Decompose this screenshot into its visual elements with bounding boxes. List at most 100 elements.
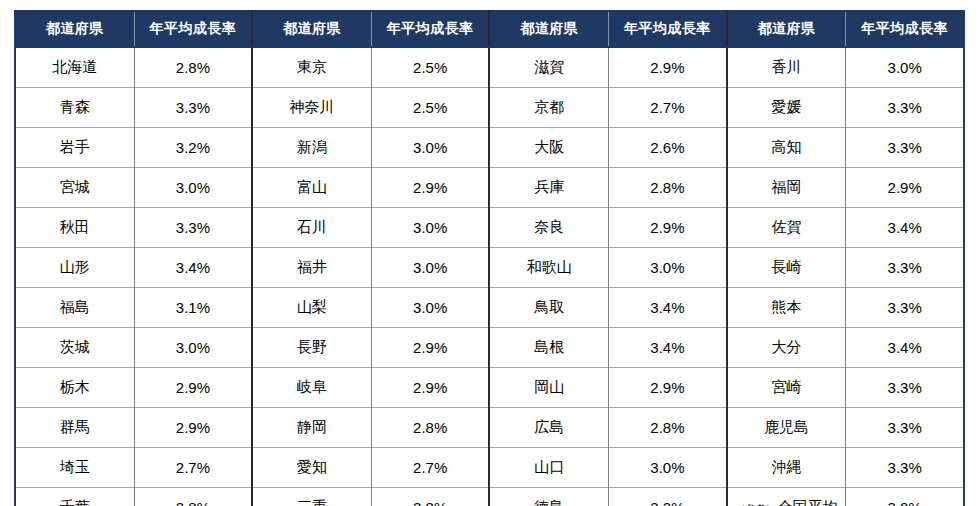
prefecture-cell: 山形: [15, 248, 134, 288]
growth-rate-cell: 3.2%: [134, 128, 252, 168]
growth-rate-cell: 2.9%: [371, 328, 489, 368]
growth-rate-cell: 2.9%: [609, 368, 727, 408]
table-row: 山形3.4%福井3.0%和歌山3.0%長崎3.3%: [15, 248, 964, 288]
growth-rate-cell: 3.0%: [371, 128, 489, 168]
growth-rate-cell: 3.3%: [846, 128, 964, 168]
prefecture-cell: 和歌山: [489, 248, 608, 288]
column-header-growth-rate: 年平均成長率: [134, 11, 252, 47]
prefecture-cell: 大分: [727, 328, 846, 368]
prefecture-cell: 香川: [727, 47, 846, 88]
prefecture-cell: 宮崎: [727, 368, 846, 408]
growth-rate-cell: 3.0%: [609, 248, 727, 288]
column-header-prefecture: 都道府県: [727, 11, 846, 47]
table-row: 埼玉2.7%愛知2.7%山口3.0%沖縄3.3%: [15, 448, 964, 488]
prefecture-name: 全国平均: [778, 498, 838, 506]
growth-rate-cell: 3.0%: [371, 208, 489, 248]
growth-rate-cell: 3.2%: [609, 488, 727, 506]
growth-rate-cell: 2.8%: [371, 408, 489, 448]
table-row: 秋田3.3%石川3.0%奈良2.9%佐賀3.4%: [15, 208, 964, 248]
growth-rate-cell: 3.3%: [846, 368, 964, 408]
growth-rate-cell: 2.8%: [134, 47, 252, 88]
growth-rate-cell: 3.0%: [134, 168, 252, 208]
table-body: 北海道2.8%東京2.5%滋賀2.9%香川3.0%青森 3.3% 神奈川2.5%京都…: [15, 47, 964, 506]
growth-rate-cell: 3.3%: [846, 88, 964, 128]
growth-rate-cell: 2.9%: [134, 408, 252, 448]
prefecture-growth-rate-table: 都道府県 年平均成長率 都道府県 年平均成長率 都道府県 年平均成長率 都道府県…: [14, 10, 965, 506]
growth-rate-cell: 3.4%: [846, 208, 964, 248]
prefecture-cell: 岐阜: [252, 368, 371, 408]
prefecture-cell: 茨城: [15, 328, 134, 368]
column-header-growth-rate: 年平均成長率: [846, 11, 964, 47]
growth-rate-cell: 3.0%: [609, 448, 727, 488]
column-header-prefecture: 都道府県: [15, 11, 134, 47]
growth-rate-cell: 2.6%: [609, 128, 727, 168]
growth-rate-cell: 2.7%: [609, 88, 727, 128]
prefecture-cell: 広島: [489, 408, 608, 448]
table-header-row: 都道府県 年平均成長率 都道府県 年平均成長率 都道府県 年平均成長率 都道府県…: [15, 11, 964, 47]
prefecture-cell: 石川: [252, 208, 371, 248]
growth-rate-cell: 2.8%: [609, 168, 727, 208]
growth-rate-cell: 3.1%: [134, 288, 252, 328]
table-row: 青森3.3%神奈川2.5%京都2.7%愛媛3.3%: [15, 88, 964, 128]
table-row: 北海道2.8%東京2.5%滋賀2.9%香川3.0%: [15, 47, 964, 88]
prefecture-cell: 福井: [252, 248, 371, 288]
growth-rate-cell: 2.7%: [371, 448, 489, 488]
growth-rate-cell: 2.7%: [134, 448, 252, 488]
growth-rate-cell: 2.9%: [371, 168, 489, 208]
growth-rate-cell: 2.9%: [609, 208, 727, 248]
growth-rate-cell: 3.3%: [134, 208, 252, 248]
prefecture-cell: 宮城: [15, 168, 134, 208]
prefecture-cell: 高知: [727, 128, 846, 168]
growth-rate-cell: 3.3%: [846, 408, 964, 448]
growth-rate-cell: 3.3%: [846, 448, 964, 488]
growth-rate-cell: 3.4%: [134, 248, 252, 288]
prefecture-cell: 愛媛: [727, 88, 846, 128]
prefecture-cell: 岡山: [489, 368, 608, 408]
prefecture-cell: 鹿児島: [727, 408, 846, 448]
growth-rate-cell: 3.3%: [846, 248, 964, 288]
prefecture-cell: 青森: [15, 88, 134, 128]
prefecture-cell: （参考）全国平均: [727, 488, 846, 506]
prefecture-cell: 大阪: [489, 128, 608, 168]
growth-rate-cell: 2.5%: [371, 88, 489, 128]
prefecture-cell: 千葉: [15, 488, 134, 506]
prefecture-cell: 福島: [15, 288, 134, 328]
table-row: 宮城3.0%富山2.9%兵庫2.8%福岡2.9%: [15, 168, 964, 208]
prefecture-cell: 山口: [489, 448, 608, 488]
prefecture-cell: 鳥取: [489, 288, 608, 328]
table-row: 千葉2.8%三重2.8%徳島3.2%（参考）全国平均3.0%: [15, 488, 964, 506]
table-row: 栃木2.9%岐阜2.9%岡山2.9%宮崎3.3%: [15, 368, 964, 408]
prefecture-cell: 沖縄: [727, 448, 846, 488]
growth-rate-cell: 2.9%: [609, 47, 727, 88]
prefecture-cell: 静岡: [252, 408, 371, 448]
prefecture-cell: 栃木: [15, 368, 134, 408]
growth-rate-cell: 3.3%: [846, 288, 964, 328]
column-header-growth-rate: 年平均成長率: [371, 11, 489, 47]
prefecture-cell: 島根: [489, 328, 608, 368]
growth-rate-cell: 3.0%: [846, 47, 964, 88]
growth-rate-cell: 3.4%: [609, 288, 727, 328]
growth-rate-cell: 2.9%: [371, 368, 489, 408]
prefecture-cell: 三重: [252, 488, 371, 506]
growth-rate-cell: 2.9%: [134, 368, 252, 408]
prefecture-cell: 山梨: [252, 288, 371, 328]
column-header-growth-rate: 年平均成長率: [609, 11, 727, 47]
prefecture-cell: 兵庫: [489, 168, 608, 208]
prefecture-cell: 福岡: [727, 168, 846, 208]
growth-rate-cell: 3.4%: [846, 328, 964, 368]
column-header-prefecture: 都道府県: [252, 11, 371, 47]
prefecture-cell: 長野: [252, 328, 371, 368]
prefecture-cell: 埼玉: [15, 448, 134, 488]
column-header-prefecture: 都道府県: [489, 11, 608, 47]
growth-rate-cell: 2.5%: [371, 47, 489, 88]
growth-rate-cell: 2.8%: [371, 488, 489, 506]
prefecture-cell: 京都: [489, 88, 608, 128]
prefecture-cell: 長崎: [727, 248, 846, 288]
growth-rate-cell: 3.0%: [134, 328, 252, 368]
prefecture-cell: 熊本: [727, 288, 846, 328]
growth-rate-cell: 2.8%: [134, 488, 252, 506]
prefecture-cell: 滋賀: [489, 47, 608, 88]
prefecture-cell: 徳島: [489, 488, 608, 506]
prefecture-cell: 神奈川: [252, 88, 371, 128]
prefecture-cell: 奈良: [489, 208, 608, 248]
